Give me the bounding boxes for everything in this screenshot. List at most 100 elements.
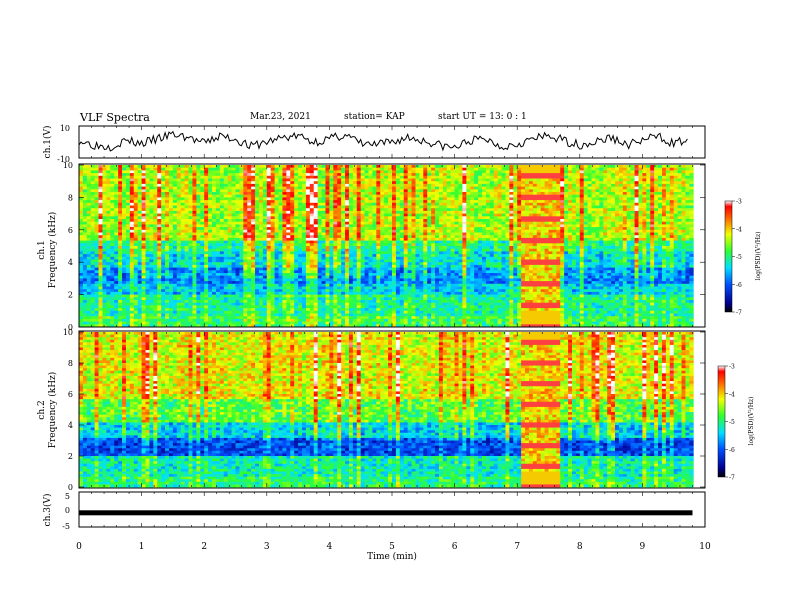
ch1-spectrogram-cell	[325, 224, 329, 227]
ch1-spectrogram-cell	[177, 203, 181, 206]
ch1-spectrogram-cell	[99, 173, 103, 176]
ch1-spectrogram-cell	[91, 235, 95, 238]
ch1-spectrogram-cell	[325, 260, 329, 263]
ch1-spectrogram-cell	[192, 230, 196, 233]
ch1-spectrogram-cell	[149, 168, 153, 171]
ch1-spectrogram-cell	[298, 176, 302, 179]
ch1-spectrogram-cell	[372, 246, 376, 249]
ch1-spectrogram-cell	[349, 206, 353, 209]
ch1-spectrogram-cell	[392, 246, 396, 249]
ch1-spectrogram-cell	[267, 187, 271, 190]
ch1-spectrogram-cell	[177, 308, 181, 311]
ch1-spectrogram-cell	[146, 257, 150, 260]
ch1-spectrogram-cell	[208, 203, 212, 206]
ch1-spectrogram-cell	[298, 276, 302, 279]
ch1-spectrogram-cell	[380, 219, 384, 222]
ch1-spectrogram-cell	[185, 241, 189, 244]
ch1-spectrogram-cell	[228, 287, 232, 290]
ch1-spectrogram-cell	[118, 176, 122, 179]
ch1-spectrogram-cell	[259, 308, 263, 311]
ch1-spectrogram-cell	[294, 249, 298, 252]
ch1-spectrogram-cell	[149, 303, 153, 306]
ch1-spectrogram-cell	[251, 287, 255, 290]
ch1-spectrogram-cell	[282, 181, 286, 184]
ch1-spectrogram-cell	[157, 246, 161, 249]
ch1-spectrogram-cell	[345, 249, 349, 252]
ch1-spectrogram-cell	[157, 322, 161, 325]
ch1-spectrogram-cell	[302, 224, 306, 227]
ch1-spectrogram-cell	[146, 262, 150, 265]
ch1-spectrogram-cell	[357, 270, 361, 273]
ch1-spectrogram-cell	[138, 314, 142, 317]
ch1-spectrogram-cell	[294, 295, 298, 298]
ch1-spectrogram-cell	[325, 227, 329, 230]
ch1-spectrogram-cell	[353, 243, 357, 246]
ch1-spectrogram-cell	[177, 243, 181, 246]
ch1-spectrogram-cell	[357, 222, 361, 225]
ch1-spectrogram-cell	[267, 265, 271, 268]
ch1-spectrogram-cell	[279, 189, 283, 192]
ch1-spectrogram-cell	[95, 235, 99, 238]
ch1-spectrogram-cell	[279, 192, 283, 195]
ch1-spectrogram-cell	[392, 284, 396, 287]
ch1-spectrogram-cell	[267, 289, 271, 292]
ch1-spectrogram-cell	[294, 257, 298, 260]
ch1-spectrogram-cell	[192, 281, 196, 284]
ch1-spectrogram-cell	[185, 251, 189, 254]
ch1-spectrogram-cell	[263, 211, 267, 214]
ch1-spectrogram-cell	[251, 170, 255, 173]
ch1-spectrogram-cell	[232, 203, 236, 206]
ch1-spectrogram-cell	[208, 316, 212, 319]
ch1-spectrogram-cell	[216, 230, 220, 233]
ch1-spectrogram-cell	[275, 224, 279, 227]
ch1-spectrogram-cell	[236, 200, 240, 203]
ch1-spectrogram-cell	[208, 222, 212, 225]
ch1-spectrogram-cell	[286, 179, 290, 182]
ch1-spectrogram-cell	[306, 311, 310, 314]
ch1-spectrogram-cell	[149, 176, 153, 179]
ch1-spectrogram-cell	[372, 189, 376, 192]
ch1-spectrogram-cell	[220, 165, 224, 168]
ch1-spectrogram-cell	[185, 289, 189, 292]
ch1-spectrogram-cell	[318, 243, 322, 246]
ch1-spectrogram-cell	[341, 181, 345, 184]
ch1-spectrogram-cell	[196, 292, 200, 295]
ch1-spectrogram-cell	[247, 224, 251, 227]
ch1-spectrogram-cell	[298, 222, 302, 225]
ch1-spectrogram-cell	[99, 278, 103, 281]
ch1-spectrogram-cell	[189, 219, 193, 222]
ch1-spectrogram-cell	[204, 227, 208, 230]
ch1-spectrogram-cell	[99, 170, 103, 173]
ch1-spectrogram-cell	[173, 268, 177, 271]
ch1-spectrogram-cell	[349, 303, 353, 306]
ch1-spectrogram-cell	[353, 287, 357, 290]
ch1-spectrogram-cell	[349, 176, 353, 179]
ch1-spectrogram-cell	[247, 287, 251, 290]
ch1-spectrogram-cell	[302, 254, 306, 257]
ch1-spectrogram-cell	[318, 187, 322, 190]
ch1-spectrogram-cell	[177, 322, 181, 325]
ch1-spectrogram-cell	[243, 187, 247, 190]
ch1-spectrogram-cell	[181, 273, 185, 276]
ch1-spectrogram-cell	[396, 200, 400, 203]
ch1-spectrogram-cell	[134, 287, 138, 290]
ch1-spectrogram-cell	[216, 176, 220, 179]
ch1-spectrogram-cell	[134, 238, 138, 241]
ch1-spectrogram-cell	[290, 278, 294, 281]
ch1-spectrogram-cell	[114, 179, 118, 182]
ch1-spectrogram-cell	[322, 314, 326, 317]
ch1-spectrogram-cell	[310, 265, 314, 268]
ch1-spectrogram-cell	[376, 219, 380, 222]
ch1-spectrogram-cell	[275, 173, 279, 176]
ch1-spectrogram-cell	[310, 284, 314, 287]
ch1-spectrogram-cell	[302, 211, 306, 214]
ch1-spectrogram-cell	[353, 319, 357, 322]
ch1-spectrogram-cell	[130, 219, 134, 222]
ch1-spectrogram-cell	[169, 265, 173, 268]
ch1-spectrogram-cell	[236, 278, 240, 281]
ch1-spectrogram-cell	[306, 260, 310, 263]
ch1-spectrogram-cell	[369, 227, 373, 230]
ch1-spectrogram-cell	[185, 227, 189, 230]
ch1-spectrogram-cell	[114, 233, 118, 236]
ch1-spectrogram-cell	[282, 168, 286, 171]
